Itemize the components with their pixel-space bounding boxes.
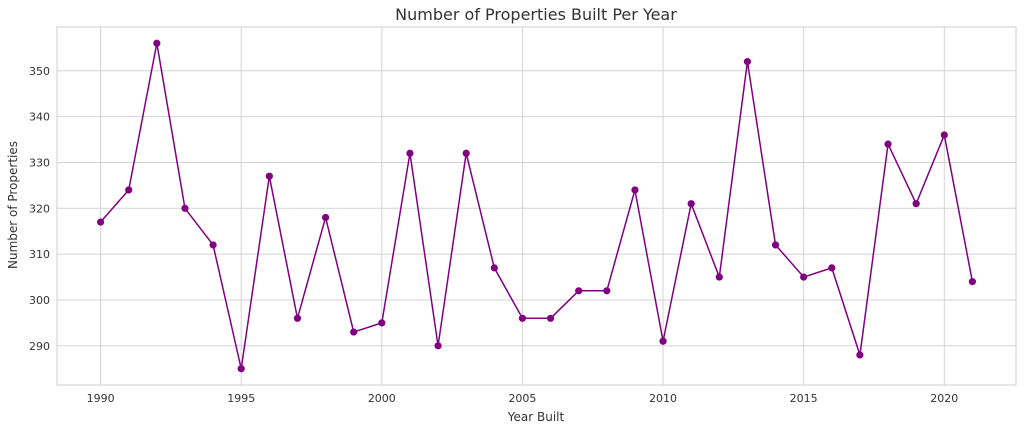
data-point	[659, 337, 667, 345]
x-tick-label: 2015	[790, 392, 818, 405]
data-point	[181, 204, 189, 212]
data-point	[490, 264, 498, 272]
data-point	[406, 149, 414, 157]
series-line	[100, 42, 974, 370]
data-point	[884, 140, 892, 148]
x-axis-label: Year Built	[507, 410, 565, 424]
data-point	[743, 58, 752, 66]
data-point	[293, 314, 302, 322]
x-tick-label: 2005	[508, 392, 536, 405]
data-point	[715, 273, 723, 281]
data-point	[575, 287, 583, 295]
data-point	[856, 351, 864, 359]
y-axis-label: Number of Properties	[6, 141, 20, 269]
data-point	[434, 342, 442, 350]
x-tick-label: 2000	[368, 392, 396, 405]
data-point	[603, 287, 611, 295]
data-point	[968, 278, 977, 286]
y-tick-label: 340	[29, 111, 50, 124]
y-tick-label: 330	[29, 156, 50, 169]
data-point	[800, 273, 808, 281]
data-point	[378, 319, 386, 327]
plot-area	[56, 26, 1017, 386]
data-point	[321, 213, 330, 222]
data-point	[462, 149, 470, 157]
data-point	[912, 200, 920, 208]
data-point	[237, 365, 245, 373]
grid-lines	[57, 27, 1016, 385]
data-point	[687, 200, 695, 208]
data-point	[546, 314, 555, 322]
data-point	[828, 264, 836, 272]
y-tick-label: 350	[29, 65, 50, 78]
y-tick-label: 320	[29, 202, 50, 215]
y-axis-ticks: 290 300 310 320 330 340 350	[29, 65, 50, 353]
y-tick-label: 310	[29, 248, 50, 261]
series-layer	[96, 39, 977, 373]
data-point	[518, 314, 527, 322]
data-point	[96, 218, 105, 226]
data-point	[125, 186, 133, 194]
data-point	[631, 186, 639, 194]
data-point	[209, 241, 217, 249]
data-point	[940, 131, 948, 139]
x-tick-label: 2010	[649, 392, 677, 405]
chart-title: Number of Properties Built Per Year	[395, 5, 677, 24]
data-point	[350, 328, 358, 336]
x-tick-label: 1990	[87, 392, 115, 405]
data-point	[265, 172, 273, 180]
y-tick-label: 290	[29, 340, 50, 353]
x-axis-ticks: 1990 1995 2000 2005 2010 2015 2020	[87, 392, 959, 405]
y-tick-label: 300	[29, 294, 50, 307]
data-point	[771, 241, 780, 249]
x-tick-label: 1995	[227, 392, 255, 405]
data-point	[153, 39, 161, 47]
x-tick-label: 2020	[930, 392, 958, 405]
